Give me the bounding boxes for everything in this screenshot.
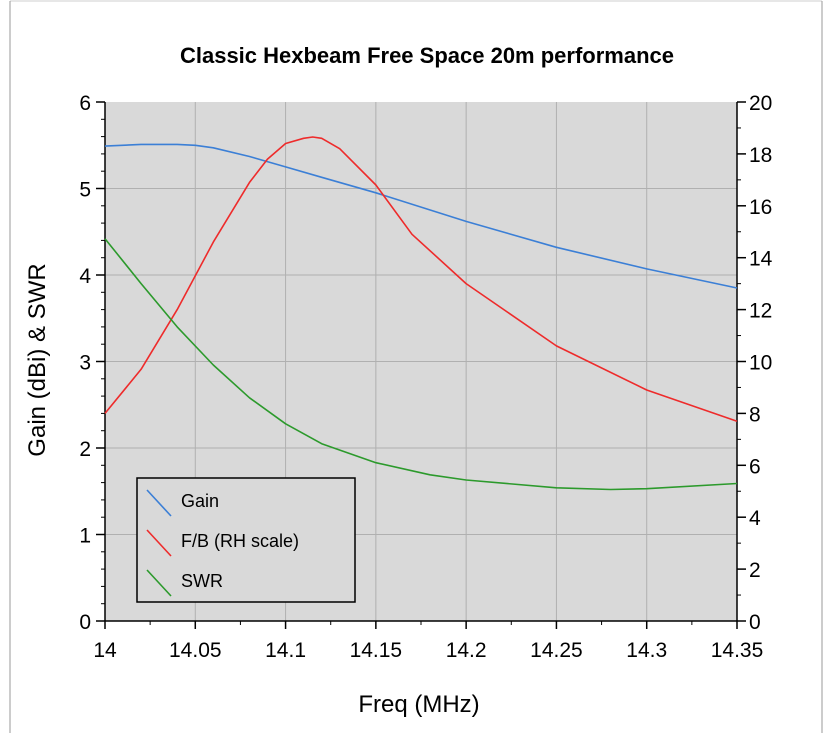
x-tick-label: 14 — [93, 639, 117, 662]
y2-tick-label: 16 — [749, 196, 772, 219]
series-line-f-b-rh-scale — [104, 136, 738, 422]
y-axis-title: Gain (dBi) & SWR — [24, 263, 51, 456]
y-tick-label: 0 — [79, 611, 91, 634]
y2-tick-label: 8 — [749, 403, 761, 426]
y-tick-label: 5 — [79, 179, 91, 202]
y-tick-label: 3 — [79, 352, 91, 375]
series-line-swr — [104, 238, 738, 491]
y2-tick-label: 14 — [749, 248, 773, 271]
legend-label: F/B (RH scale) — [181, 531, 299, 551]
y2-tick-label: 18 — [749, 144, 772, 167]
x-tick-label: 14.05 — [169, 639, 222, 662]
y-tick-label: 1 — [79, 525, 91, 548]
legend-swatch — [146, 489, 172, 517]
x-tick-label: 14.15 — [350, 639, 403, 662]
y2-tick-label: 0 — [749, 611, 761, 634]
y-tick-label: 4 — [79, 265, 91, 288]
y2-tick-label: 10 — [749, 352, 772, 375]
y2-tick-label: 6 — [749, 455, 761, 478]
chart-title: Classic Hexbeam Free Space 20m performan… — [180, 43, 674, 68]
series-line-gain — [104, 143, 738, 289]
x-tick-label: 14.1 — [265, 639, 306, 662]
y2-tick-label: 4 — [749, 507, 761, 530]
y-tick-label: 6 — [79, 92, 91, 115]
y2-tick-label: 2 — [749, 559, 761, 582]
x-tick-label: 14.25 — [530, 639, 583, 662]
legend-label: SWR — [181, 571, 223, 591]
legend-swatch — [146, 569, 172, 597]
x-axis-title: Freq (MHz) — [358, 691, 479, 718]
x-tick-label: 14.2 — [446, 639, 487, 662]
y2-tick-label: 12 — [749, 300, 772, 323]
x-tick-label: 14.35 — [711, 639, 764, 662]
y-tick-label: 2 — [79, 438, 91, 461]
legend-label: Gain — [181, 491, 219, 511]
y2-tick-label: 20 — [749, 92, 772, 115]
plot-area: 14 14.05 14.1 14.15 14.2 14.25 14.3 14.35012345… — [79, 92, 772, 662]
legend-swatch — [146, 529, 172, 557]
legend-box — [136, 477, 356, 603]
x-tick-label: 14.3 — [626, 639, 667, 662]
